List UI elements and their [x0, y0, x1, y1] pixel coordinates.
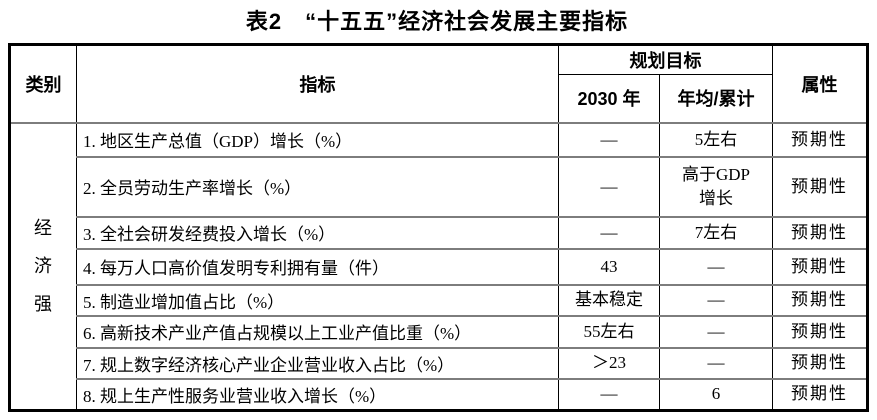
header-row-top: 类别 指标 规划目标 属性: [9, 44, 868, 123]
attribute-cell: 预期性: [772, 155, 868, 218]
indicator-cell: 6. 高新技术产业产值占规模以上工业产值比重（%）: [76, 314, 559, 349]
column-header-plan-target: 规划目标: [558, 44, 773, 75]
table-body: 经 济 强 1. 地区生产总值（GDP）增长（%） — 5左右 预期性 2. 全…: [9, 121, 868, 412]
category-cell: 经 济 强: [9, 121, 77, 412]
table-row: 经 济 强 1. 地区生产总值（GDP）增长（%） — 5左右 预期性: [9, 121, 868, 412]
value-2030-cell: 55左右: [558, 314, 660, 349]
table-row: 8. 规上生产性服务业营业收入增长（%） — 6 预期性: [10, 377, 868, 412]
value-2030-cell: 基本稳定: [558, 283, 660, 317]
indicator-cell: 3. 全社会研发经费投入增长（%）: [76, 215, 559, 250]
attribute-cell: 预期性: [772, 377, 868, 412]
page-title: 表2 “十五五”经济社会发展主要指标: [245, 9, 629, 34]
attribute-cell: 预期性: [772, 346, 868, 380]
indicator-cell: 1. 地区生产总值（GDP）增长（%）: [76, 121, 559, 158]
value-2030-cell: —: [558, 377, 660, 412]
table-row: 4. 每万人口高价值发明专利拥有量（件） 43 — 预期性: [10, 247, 868, 286]
value-annual-cell: 高于GDP 增长: [659, 155, 773, 218]
table-row: 6. 高新技术产业产值占规模以上工业产值比重（%） 55左右 — 预期性: [10, 314, 868, 349]
value-annual-cell: 5左右: [659, 121, 773, 158]
attribute-cell: 预期性: [772, 314, 868, 349]
attribute-cell: 预期性: [772, 121, 868, 158]
column-header-2030: 2030 年: [558, 74, 660, 123]
indicator-table: 类别 指标 规划目标 属性 2030 年 年均/累计 经 济 强 1. 地区生产…: [8, 43, 869, 412]
table-row: 2. 全员劳动生产率增长（%） — 高于GDP 增长 预期性: [10, 155, 868, 218]
value-2030-cell: —: [558, 215, 660, 250]
value-2030-cell: —: [558, 121, 660, 158]
table-row: 7. 规上数字经济核心产业企业营业收入占比（%） ＞23 — 预期性: [10, 346, 868, 380]
value-annual-cell: —: [659, 283, 773, 317]
column-header-attribute: 属性: [772, 44, 868, 123]
indicator-cell: 2. 全员劳动生产率增长（%）: [76, 155, 559, 218]
indicator-cell: 4. 每万人口高价值发明专利拥有量（件）: [76, 247, 559, 286]
value-annual-cell: —: [659, 247, 773, 286]
table-row: 5. 制造业增加值占比（%） 基本稳定 — 预期性: [10, 283, 868, 317]
table-row: 3. 全社会研发经费投入增长（%） — 7左右 预期性: [10, 215, 868, 250]
indicator-cell: 5. 制造业增加值占比（%）: [76, 283, 559, 317]
table-header: 类别 指标 规划目标 属性 2030 年 年均/累计: [9, 44, 868, 123]
attribute-cell: 预期性: [772, 247, 868, 286]
column-header-annual-cumulative: 年均/累计: [659, 74, 773, 123]
header-row-sub: 2030 年 年均/累计: [10, 74, 868, 123]
indicator-cell: 7. 规上数字经济核心产业企业营业收入占比（%）: [76, 346, 559, 380]
value-annual-cell: —: [659, 346, 773, 380]
column-header-category: 类别: [9, 44, 77, 123]
value-2030-cell: ＞23: [558, 346, 660, 380]
value-2030-cell: —: [558, 155, 660, 218]
attribute-cell: 预期性: [772, 215, 868, 250]
value-2030-cell: 43: [558, 247, 660, 286]
value-annual-cell: 7左右: [659, 215, 773, 250]
attribute-cell: 预期性: [772, 283, 868, 317]
indicator-cell: 8. 规上生产性服务业营业收入增长（%）: [76, 377, 559, 412]
column-header-indicator: 指标: [76, 44, 559, 123]
value-annual-cell: 6: [659, 377, 773, 412]
value-annual-cell: —: [659, 314, 773, 349]
